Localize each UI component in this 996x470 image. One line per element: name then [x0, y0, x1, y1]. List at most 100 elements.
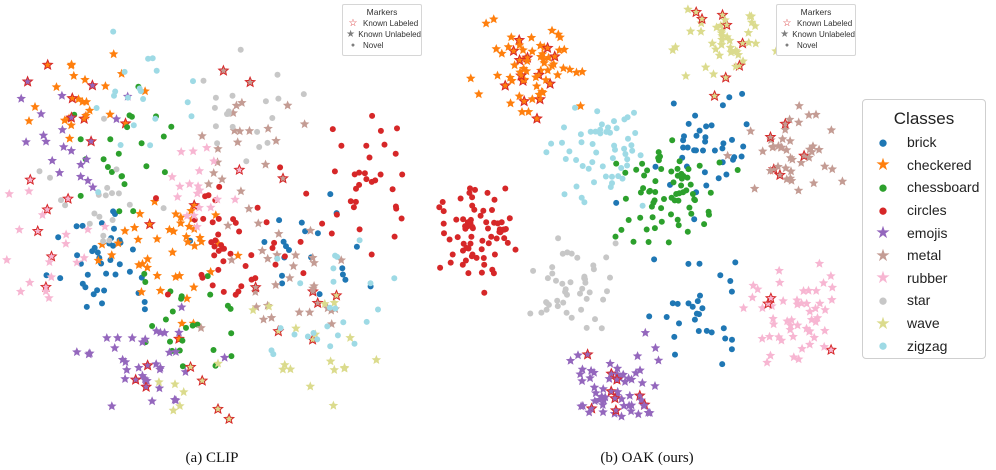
data-point-metal: [251, 302, 262, 312]
data-point-circles: [500, 226, 507, 233]
data-point-zigzag: [297, 280, 304, 287]
data-point-wave: [750, 21, 760, 31]
data-point-chessboard: [650, 199, 657, 206]
data-point-zigzag: [137, 88, 144, 95]
data-point-star: [214, 140, 221, 147]
data-point-star: [274, 71, 281, 78]
classes-legend-item: ● star: [863, 289, 985, 312]
data-point-wave: [716, 39, 727, 49]
data-point-chessboard: [142, 279, 149, 285]
data-point-rubber: [206, 202, 216, 212]
data-point-chessboard: [644, 167, 651, 174]
classes-legend-label: zigzag: [907, 337, 948, 354]
data-point-star: [583, 324, 590, 331]
data-point-brick: [711, 147, 718, 154]
data-point-emojis: [85, 135, 98, 147]
marker-legend-label: Known Unlabeled: [358, 30, 421, 39]
data-point-emojis: [75, 171, 86, 181]
data-point-metal: [288, 261, 299, 271]
data-point-circles: [297, 238, 304, 245]
data-point-rubber: [762, 297, 775, 309]
data-point-star: [109, 190, 115, 197]
data-point-star: [237, 46, 244, 53]
data-point-wave: [305, 381, 316, 391]
data-point-emojis: [174, 327, 184, 337]
data-point-brick: [79, 280, 86, 287]
data-point-wave: [681, 71, 691, 80]
data-point-wave: [168, 405, 179, 415]
data-point-rubber: [61, 229, 71, 239]
data-point-star: [254, 128, 261, 135]
data-point-chessboard: [652, 189, 659, 195]
data-point-rubber: [79, 253, 89, 262]
data-point-star: [579, 285, 586, 292]
data-point-circles: [232, 219, 239, 226]
data-point-circles: [437, 264, 444, 271]
data-point-emojis: [171, 347, 181, 356]
data-point-circles: [477, 212, 484, 219]
data-point-chessboard: [107, 136, 114, 143]
data-point-emojis: [21, 137, 31, 147]
data-point-rubber: [230, 194, 240, 204]
classes-legend-label: rubber: [907, 269, 948, 286]
data-point-wave: [716, 28, 727, 38]
data-point-brick: [646, 313, 653, 320]
data-point-circles: [481, 289, 488, 296]
data-point-emojis: [626, 374, 637, 384]
data-point-metal: [793, 185, 804, 195]
data-point-metal: [304, 307, 315, 317]
data-point-zigzag: [330, 278, 337, 285]
data-point-emojis: [650, 343, 661, 353]
data-point-star: [275, 95, 282, 102]
data-point-brick: [107, 257, 114, 263]
data-point-checkered: [538, 54, 549, 64]
marker-legend-item: ● Novel: [777, 40, 855, 51]
data-point-rubber: [757, 303, 768, 313]
data-point-wave: [291, 323, 301, 333]
data-point-zigzag: [310, 330, 317, 336]
data-point-circles: [436, 204, 443, 211]
data-point-brick: [73, 223, 80, 230]
data-point-circles: [215, 266, 222, 273]
data-point-emojis: [180, 367, 191, 376]
data-point-rubber: [812, 313, 823, 322]
data-point-circles: [381, 141, 388, 148]
data-point-emojis: [122, 364, 132, 374]
data-point-brick: [79, 222, 86, 229]
data-point-circles: [363, 176, 370, 183]
classes-legend-item: ● circles: [863, 199, 985, 222]
data-point-emojis: [134, 362, 144, 372]
data-point-star: [262, 98, 269, 105]
data-point-metal: [758, 146, 768, 156]
data-point-emojis: [57, 90, 67, 100]
data-point-zigzag: [111, 92, 117, 99]
data-point-circles: [449, 251, 456, 258]
data-point-circles: [235, 288, 242, 295]
data-point-brick: [689, 303, 696, 310]
data-point-circles: [353, 185, 359, 192]
data-point-brick: [126, 268, 133, 275]
data-point-chessboard: [121, 181, 128, 188]
data-point-brick: [276, 217, 283, 224]
data-point-rubber: [192, 221, 202, 231]
data-point-brick: [674, 300, 681, 307]
data-point-checkered: [233, 250, 243, 260]
data-point-star: [598, 325, 605, 332]
data-point-zigzag: [629, 147, 636, 154]
data-point-checkered: [164, 224, 175, 234]
data-point-metal: [745, 126, 756, 136]
classes-legend: Classes ● brick ★ checkered ● chessboard…: [862, 99, 986, 359]
data-point-rubber: [768, 313, 778, 323]
data-point-emojis: [36, 109, 46, 118]
dot-icon: ●: [350, 42, 356, 49]
data-point-metal: [777, 134, 788, 144]
data-point-wave: [720, 15, 730, 25]
data-point-circles: [272, 261, 279, 268]
marker-legend-item: ☆ Known Labeled: [777, 18, 855, 29]
data-point-checkered: [135, 208, 145, 218]
data-point-brick: [743, 121, 750, 128]
dot-icon: ●: [877, 200, 889, 220]
data-point-circles: [227, 250, 234, 257]
data-point-star: [264, 139, 271, 146]
data-point-circles: [366, 154, 373, 161]
